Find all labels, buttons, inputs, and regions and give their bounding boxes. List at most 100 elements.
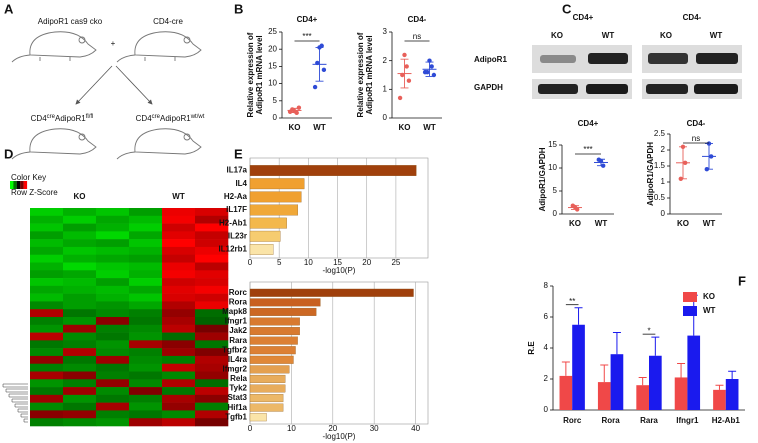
legend-label: KO	[703, 292, 715, 301]
panel-label: F	[738, 273, 746, 288]
y-tick-label: Ifngr1	[225, 317, 248, 326]
genotype-label: CD4creAdipoR1wt/wt	[136, 114, 205, 124]
heatmap-cell	[195, 231, 229, 240]
data-point	[429, 64, 434, 69]
error-bar	[715, 384, 724, 390]
heatmap-cell	[162, 387, 196, 396]
heatmap-cell	[30, 223, 64, 232]
heatmap-cell	[195, 301, 229, 310]
heatmap-cell	[96, 340, 130, 349]
heatmap-cell	[96, 355, 130, 365]
bar	[249, 288, 414, 297]
heatmap-cell	[162, 270, 196, 279]
heatmap-cell	[30, 270, 64, 279]
y-tick-label: Hif1a	[227, 403, 247, 412]
error-bar	[561, 361, 570, 376]
heatmap-cell	[162, 239, 196, 248]
bar	[249, 230, 281, 242]
bar	[674, 377, 688, 410]
heatmap-cell	[129, 355, 163, 365]
heatmap-cell	[30, 293, 64, 302]
heatmap-cell	[30, 379, 64, 388]
heatmap-cell	[129, 410, 163, 419]
heatmap-cell	[195, 355, 229, 365]
heatmap-cell	[129, 394, 163, 403]
heatmap-cell	[30, 231, 64, 240]
bar	[572, 324, 585, 410]
heatmap-cell	[96, 394, 130, 403]
y-tick-label: Rela	[230, 374, 247, 383]
bar	[249, 327, 300, 336]
heatmap-cell	[162, 262, 196, 271]
data-point	[397, 95, 403, 101]
panel-label: A	[4, 1, 14, 16]
bar	[649, 355, 662, 410]
heatmap-cell	[96, 402, 130, 411]
x-tick-label: 5	[277, 258, 282, 267]
error-bar	[705, 143, 713, 170]
y-tick-label: Stat3	[227, 393, 247, 402]
y-axis-label: AdipoR1/GAPDH	[646, 142, 655, 206]
y-tick-label: IL4	[235, 179, 247, 188]
heatmap-cell	[96, 418, 130, 427]
heatmap-cell	[63, 239, 97, 248]
heatmap-cell	[96, 285, 130, 294]
heatmap-cell	[162, 285, 196, 294]
y-axis-label: AdipoR1 mRNA level	[365, 35, 374, 114]
x-tick-label: 40	[411, 424, 420, 433]
colorkey-swatch	[13, 181, 17, 189]
x-tick-label: KO	[289, 123, 301, 132]
y-tick-label: 0	[273, 113, 278, 122]
heatmap-cell	[195, 332, 229, 341]
heatmap-cell	[195, 239, 229, 248]
heatmap-cell	[63, 340, 97, 349]
panel-label: C	[562, 1, 572, 16]
y-tick-label: H2-Aa	[224, 192, 248, 201]
y-tick-label: 10	[268, 79, 277, 88]
error-bar	[290, 107, 299, 113]
heatmap-cell	[63, 387, 97, 396]
heatmap-cell	[162, 418, 196, 427]
heatmap-cell	[129, 262, 163, 271]
chart-title: CD4+	[297, 15, 318, 24]
error-bar	[651, 336, 660, 356]
heatmap-cell	[96, 309, 130, 318]
y-tick-label: 3	[383, 27, 388, 36]
heatmap-cell	[96, 215, 130, 224]
heatmap-cell	[30, 340, 64, 349]
heatmap-cell	[195, 363, 229, 372]
y-tick-label: Rorc	[229, 288, 248, 297]
x-tick-label: 0	[248, 258, 253, 267]
heatmap-cell	[63, 379, 97, 388]
y-tick-label: IL23r	[228, 231, 247, 240]
heatmap-cell	[63, 410, 97, 419]
bar	[249, 403, 284, 412]
significance-label: ***	[583, 145, 592, 154]
heatmap-cell	[30, 215, 64, 224]
heatmap-cell	[63, 371, 97, 380]
heatmap-cell	[195, 215, 229, 224]
heatmap-cell	[30, 348, 64, 357]
bar	[713, 389, 726, 410]
heatmap-cell	[129, 387, 163, 396]
y-tick-label: 15	[548, 140, 557, 149]
heatmap-cell	[162, 301, 196, 310]
mouse	[116, 31, 202, 63]
colorkey-label: Row Z-Score	[11, 188, 58, 197]
y-tick-label: 6	[544, 312, 549, 321]
heatmap-cell	[195, 262, 229, 271]
heatmap-cell	[195, 309, 229, 318]
bar	[249, 413, 267, 422]
error-bar	[400, 58, 409, 89]
heatmap-cell	[63, 363, 97, 372]
heatmap-cell	[129, 254, 163, 263]
heatmap-cell	[195, 285, 229, 294]
heatmap-cell	[162, 215, 196, 224]
y-tick-label: Rora	[229, 297, 248, 306]
column-group-label: WT	[172, 192, 185, 201]
y-tick-label: H2-Ab1	[219, 218, 248, 227]
heatmap-cell	[129, 309, 163, 318]
error-bar	[315, 47, 324, 82]
bar	[249, 336, 298, 345]
